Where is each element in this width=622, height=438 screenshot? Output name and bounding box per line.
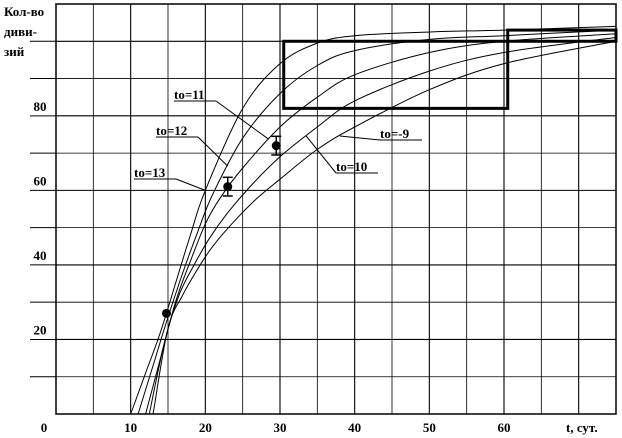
x-tick-label: 40 (348, 420, 361, 435)
annotation-leader (339, 135, 381, 141)
observed-points (162, 135, 282, 318)
x-tick-label: 50 (423, 420, 436, 435)
curves (130, 25, 617, 415)
x-tick-label: 20 (199, 420, 212, 435)
x-tick-label: 10 (124, 420, 137, 435)
x-axis-label: t, сут. (566, 420, 598, 435)
y-tick-label: 40 (34, 248, 47, 263)
observed-point (223, 182, 233, 192)
y-tick-label: 80 (34, 99, 47, 114)
annotation-leader (197, 136, 229, 167)
grid (30, 3, 617, 415)
series-line (130, 25, 617, 415)
annotations: to=13 to=12 to=11 to=10 to=-9 (134, 87, 422, 191)
y-tick-label: 20 (34, 322, 47, 337)
series-line (137, 29, 617, 415)
annotation-label: to=10 (336, 159, 367, 174)
annotation-leader (215, 100, 270, 140)
tick-labels: 0 10 20 30 40 50 60 20 40 60 80 (34, 99, 511, 435)
observed-point (162, 308, 172, 318)
annotation-label: to=13 (134, 165, 166, 180)
x-tick-label: 60 (498, 420, 511, 435)
annotation-label: to=11 (174, 87, 205, 102)
series-line (148, 37, 617, 415)
y-axis-label-line: зий (4, 44, 25, 59)
x-tick-label: 30 (274, 420, 287, 435)
annotation-label: to=12 (156, 123, 187, 138)
observed-point (271, 141, 281, 151)
annotation-label: to=-9 (380, 126, 410, 141)
x-tick-label: 0 (41, 420, 48, 435)
series-line (152, 40, 617, 415)
rectangles (282, 28, 618, 110)
y-tick-label: 60 (34, 173, 47, 188)
y-axis-label-line: Кол-во (4, 4, 44, 19)
annotation-leader (305, 135, 337, 174)
series-line (145, 33, 617, 415)
plot-frame (55, 3, 617, 415)
annotation-leader (175, 178, 206, 191)
y-axis-label: Кол-во диви-зий (4, 4, 44, 59)
highlight-rectangle (282, 39, 510, 110)
y-axis-label-line: диви- (4, 24, 37, 39)
